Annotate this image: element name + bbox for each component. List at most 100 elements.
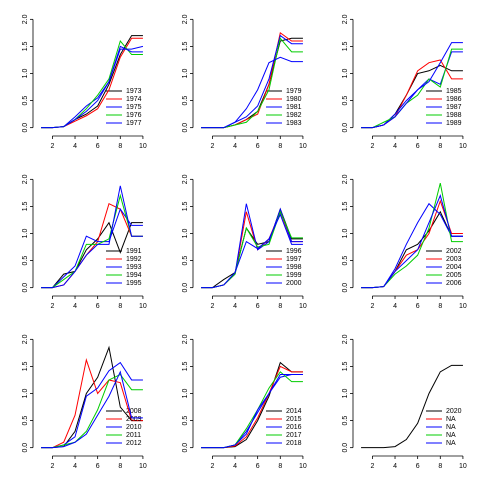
panel: 2 4 6 8 10 0.0 0.5 1.0 1.5 2.0 2002200320042005200… (342, 174, 467, 309)
y-tick-label: 1.5 (342, 201, 349, 211)
x-tick-label: 6 (416, 303, 420, 310)
legend-label: 2002 (446, 248, 462, 255)
legend-label: 1986 (446, 96, 462, 103)
legend-label: 1975 (126, 104, 142, 111)
y-tick-label: 1.0 (182, 389, 189, 399)
series-line (41, 185, 143, 289)
y-tick-label: 1.0 (342, 389, 349, 399)
x-tick-label: 6 (256, 143, 260, 150)
y-tick-label: 0.0 (342, 283, 349, 293)
x-tick-label: 10 (299, 143, 307, 150)
legend-label: 1983 (286, 120, 302, 127)
x-tick-label: 4 (73, 143, 77, 150)
x-tick-label: 10 (139, 143, 147, 150)
legend-label: 2000 (286, 280, 302, 287)
x-tick-label: 10 (459, 463, 467, 470)
legend-label: 1992 (126, 256, 142, 263)
legend-label: NA (446, 416, 456, 423)
x-tick-label: 2 (50, 143, 54, 150)
legend-label: 1999 (286, 272, 302, 279)
legend-label: 2014 (286, 408, 302, 415)
series-line (41, 370, 143, 449)
legend-label: 1974 (126, 96, 142, 103)
x-tick-label: 6 (96, 463, 100, 470)
y-tick-label: 2.0 (342, 14, 349, 24)
x-tick-label: 2 (210, 143, 214, 150)
x-tick-label: 4 (233, 143, 237, 150)
legend-label: 2011 (126, 432, 141, 439)
y-tick-label: 1.0 (22, 69, 29, 79)
series-line (201, 213, 303, 289)
legend-label: 1996 (286, 248, 302, 255)
y-tick-label: 0.5 (342, 416, 349, 426)
x-tick-label: 2 (210, 303, 214, 310)
x-tick-label: 4 (73, 303, 77, 310)
x-tick-label: 8 (278, 303, 282, 310)
series-line (41, 193, 143, 289)
legend-label: 1991 (126, 248, 142, 255)
legend-label: 1977 (126, 120, 142, 127)
y-tick-label: 0.0 (22, 123, 29, 133)
y-tick-label: 1.5 (342, 361, 349, 371)
y-tick-label: 2.0 (342, 334, 349, 344)
x-tick-label: 8 (118, 303, 122, 310)
x-tick-label: 8 (438, 303, 442, 310)
y-tick-label: 1.5 (182, 361, 189, 371)
y-tick-label: 0.0 (22, 283, 29, 293)
legend-label: 2017 (286, 432, 302, 439)
series-line (41, 358, 143, 449)
x-tick-label: 6 (256, 463, 260, 470)
series-line (41, 45, 143, 129)
x-tick-label: 4 (393, 463, 397, 470)
y-tick-label: 0.5 (182, 96, 189, 106)
y-tick-label: 1.0 (22, 229, 29, 239)
legend-label: 1993 (126, 264, 142, 271)
y-tick-label: 0.5 (342, 96, 349, 106)
legend-label: 2003 (446, 256, 462, 263)
legend-label: 1997 (286, 256, 302, 263)
x-tick-label: 2 (50, 303, 54, 310)
y-tick-label: 1.5 (22, 41, 29, 51)
legend-label: 2015 (286, 416, 302, 423)
legend-label: NA (446, 440, 456, 447)
panel: 2 4 6 8 10 0.0 0.5 1.0 1.5 2.0 2014201520162017201… (182, 334, 307, 469)
legend-label: 1994 (126, 272, 142, 279)
panel: 2 4 6 8 10 0.0 0.5 1.0 1.5 2.0 1985198619871988198… (342, 14, 467, 149)
legend-label: 2020 (446, 408, 462, 415)
y-tick-label: 1.0 (342, 69, 349, 79)
x-tick-label: 4 (233, 303, 237, 310)
legend-label: 1982 (286, 112, 302, 119)
series-line (201, 56, 303, 129)
x-tick-label: 8 (278, 463, 282, 470)
y-tick-label: 1.0 (182, 69, 189, 79)
y-tick-label: 0.5 (342, 256, 349, 266)
legend-label: 2010 (126, 424, 142, 431)
series-line (361, 48, 463, 129)
x-tick-label: 10 (299, 303, 307, 310)
legend-label: 1988 (446, 112, 462, 119)
series-line (41, 373, 143, 449)
panel: 2 4 6 8 10 0.0 0.5 1.0 1.5 2.0 1991199219931994199… (22, 174, 147, 309)
x-tick-label: 8 (278, 143, 282, 150)
y-tick-label: 2.0 (22, 14, 29, 24)
x-tick-label: 2 (370, 303, 374, 310)
x-tick-label: 8 (438, 463, 442, 470)
series-line (361, 364, 463, 449)
legend-label: 2016 (286, 424, 302, 431)
legend-label: 1989 (446, 120, 462, 127)
y-tick-label: 1.0 (182, 229, 189, 239)
y-tick-label: 0.0 (342, 123, 349, 133)
x-tick-label: 2 (370, 143, 374, 150)
y-tick-label: 1.5 (22, 361, 29, 371)
legend-label: 2012 (126, 440, 142, 447)
legend-label: 1995 (126, 280, 142, 287)
panel: 2 4 6 8 10 0.0 0.5 1.0 1.5 2.0 1996199719981999200… (182, 174, 307, 309)
x-tick-label: 10 (299, 463, 307, 470)
legend-label: 2006 (446, 280, 462, 287)
y-tick-label: 0.5 (22, 96, 29, 106)
x-tick-label: 4 (393, 303, 397, 310)
x-tick-label: 6 (416, 143, 420, 150)
y-tick-label: 0.0 (22, 443, 29, 453)
x-tick-label: 8 (118, 143, 122, 150)
